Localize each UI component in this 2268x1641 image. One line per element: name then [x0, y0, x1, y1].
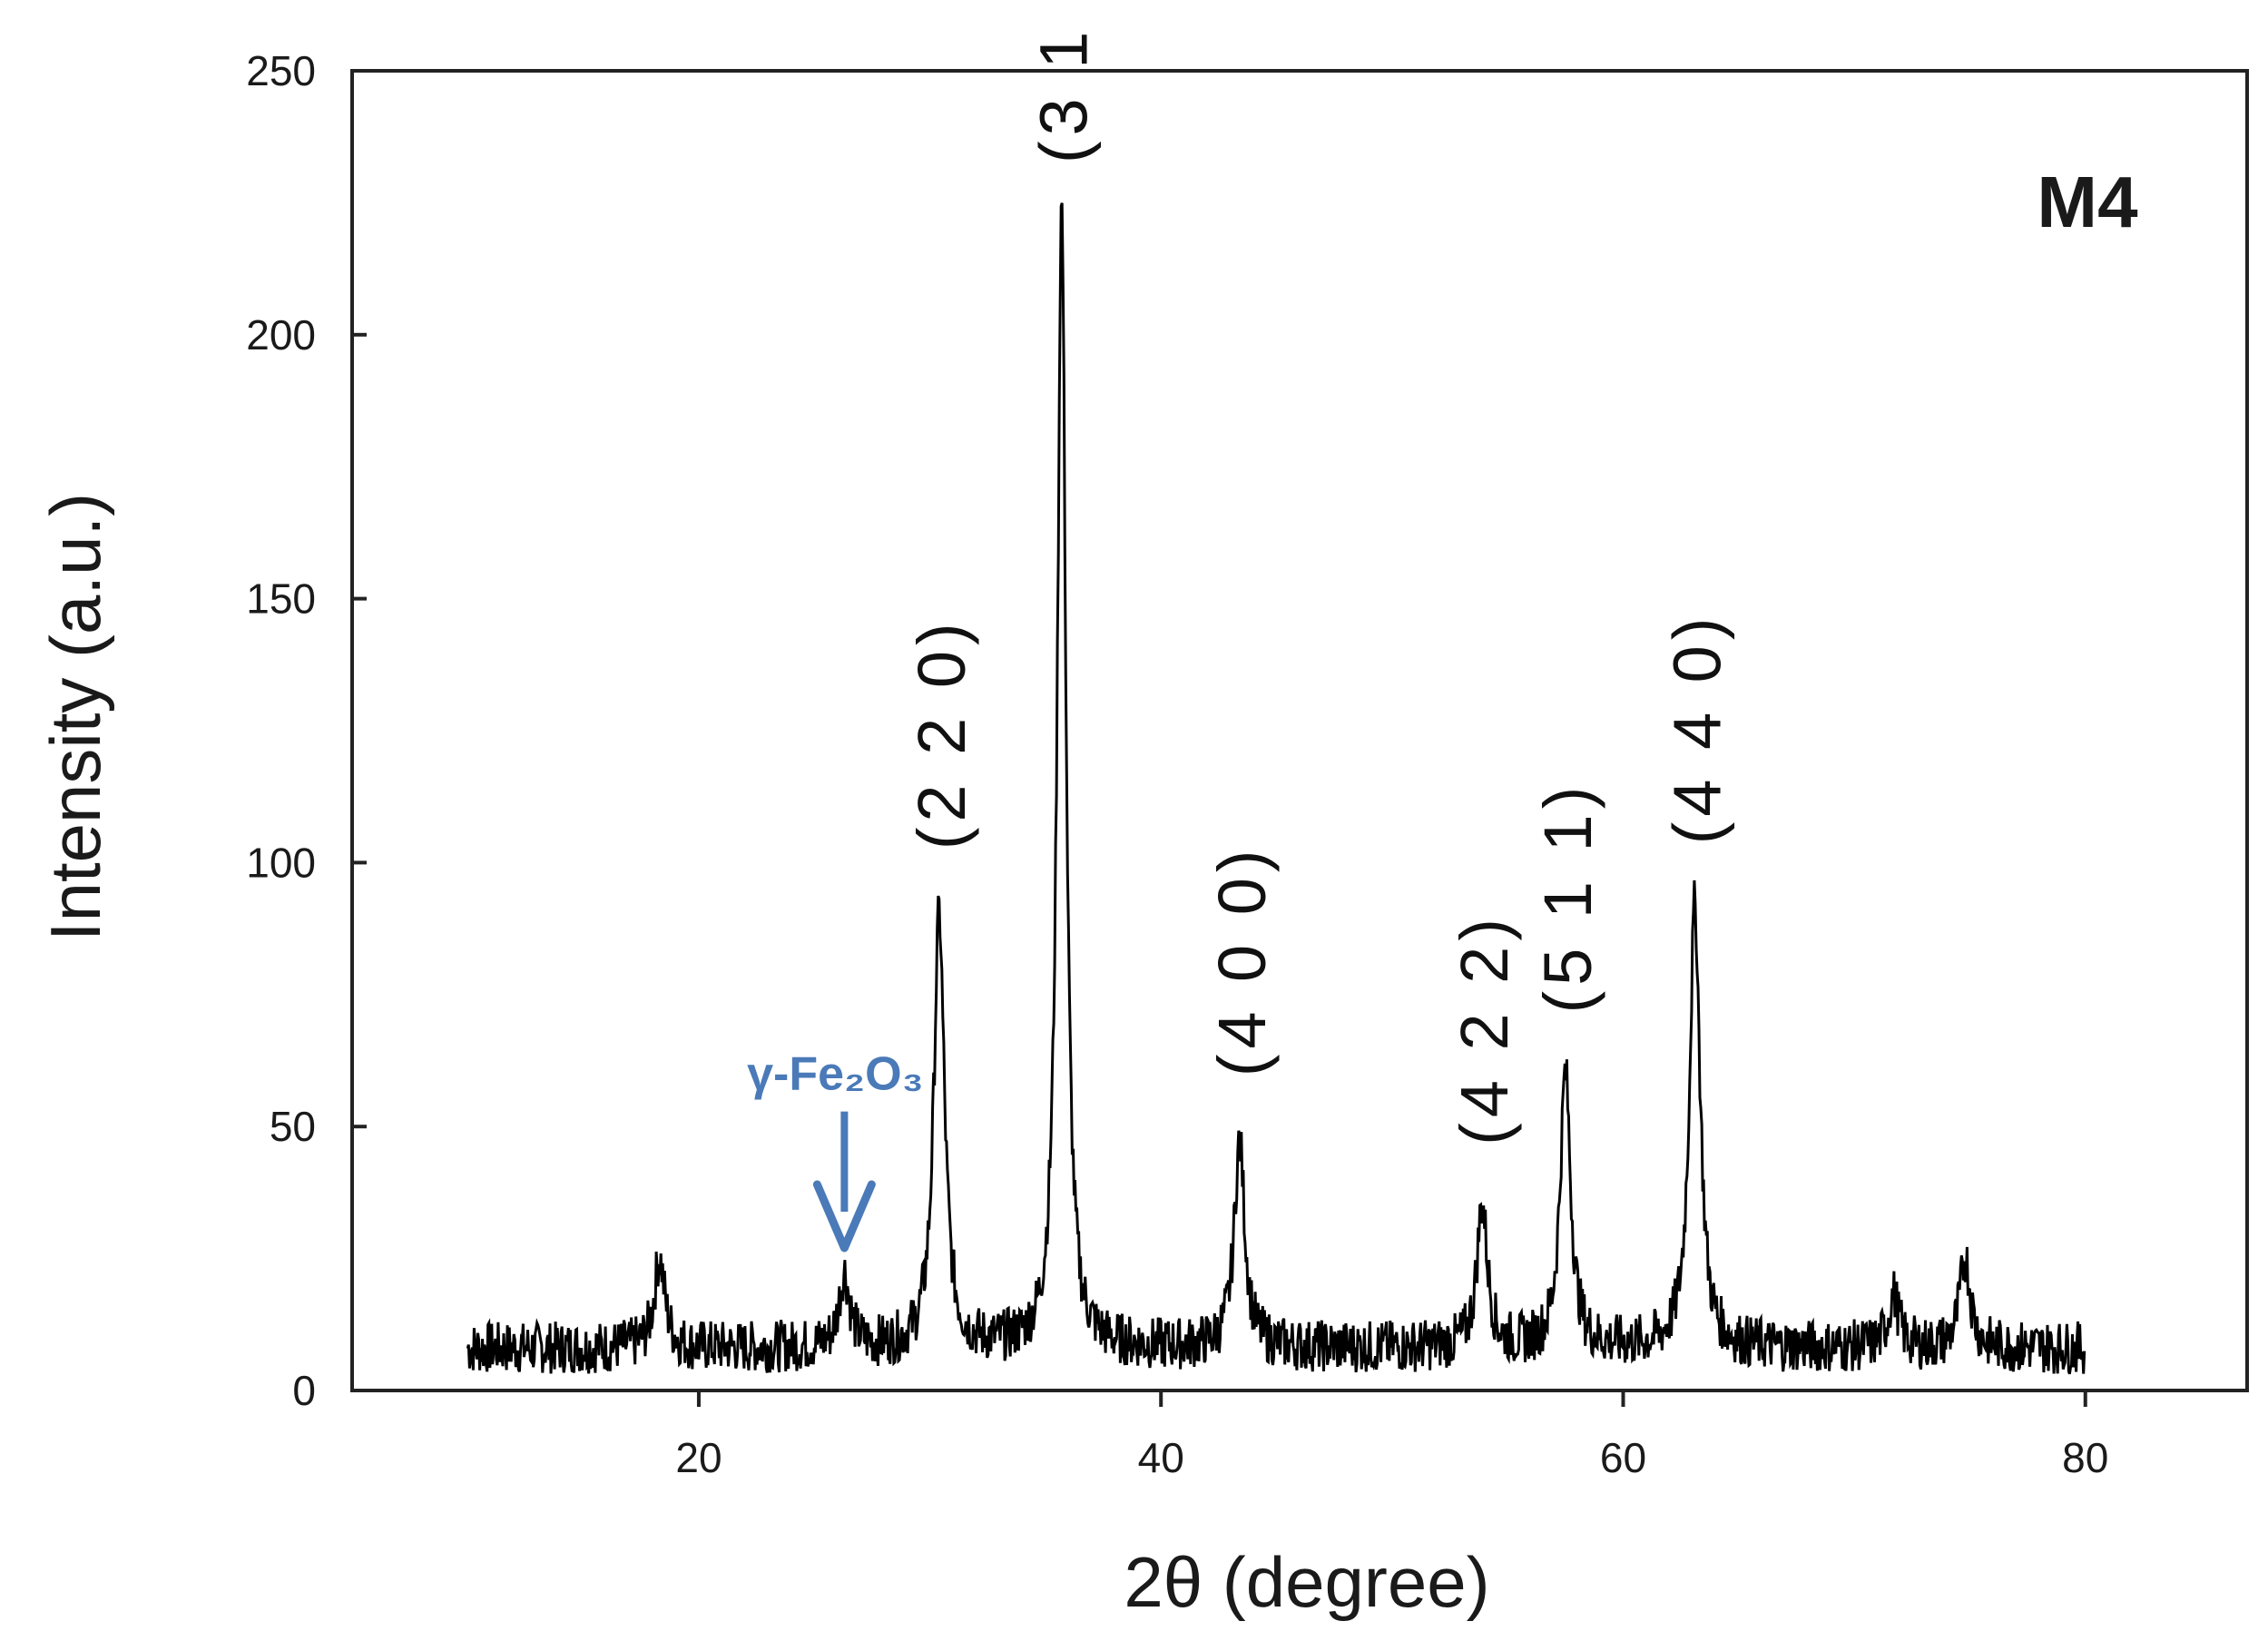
- y-tick-label: 200: [246, 311, 316, 359]
- xrd-pattern-line: [466, 202, 2086, 1375]
- y-tick-label: 250: [246, 47, 316, 94]
- peak-label: (3 1 1): [1026, 0, 1102, 163]
- y-tick-label: 150: [246, 575, 316, 623]
- y-tick-label: 100: [246, 839, 316, 886]
- peak-label: (5 1 1): [1530, 781, 1605, 1014]
- x-axis-title: 2θ (degree): [1124, 1542, 1489, 1622]
- peak-label: (4 2 2): [1447, 913, 1522, 1145]
- peak-label: (2 2 0): [904, 617, 979, 850]
- panel-label: M4: [2037, 162, 2138, 242]
- peak-label: (4 4 0): [1659, 613, 1734, 845]
- y-axis-title: Intensity (a.u.): [35, 493, 115, 941]
- peak-label: (4 0 0): [1204, 844, 1280, 1076]
- phase-marker-arrow-head: [812, 1180, 876, 1253]
- x-tick-label: 20: [675, 1434, 722, 1481]
- axes: 0 50 100 150 200 250 20 40 60 80: [246, 47, 2249, 1481]
- annotations-layer: (2 2 0) (3 1 1) (4 0 0) (4 2 2)(5 1 1) (4 4 …: [747, 0, 1734, 1253]
- x-tick-label: 80: [2062, 1434, 2108, 1481]
- x-tick-label: 60: [1600, 1434, 1646, 1481]
- series-layer: [466, 202, 2086, 1375]
- y-tick-label: 50: [270, 1103, 316, 1150]
- y-tick-label: 0: [292, 1367, 316, 1414]
- x-tick-label: 40: [1138, 1434, 1184, 1481]
- plot-frame: [350, 69, 2249, 1392]
- phase-marker-label: γ-Fe₂O₃: [747, 1048, 924, 1101]
